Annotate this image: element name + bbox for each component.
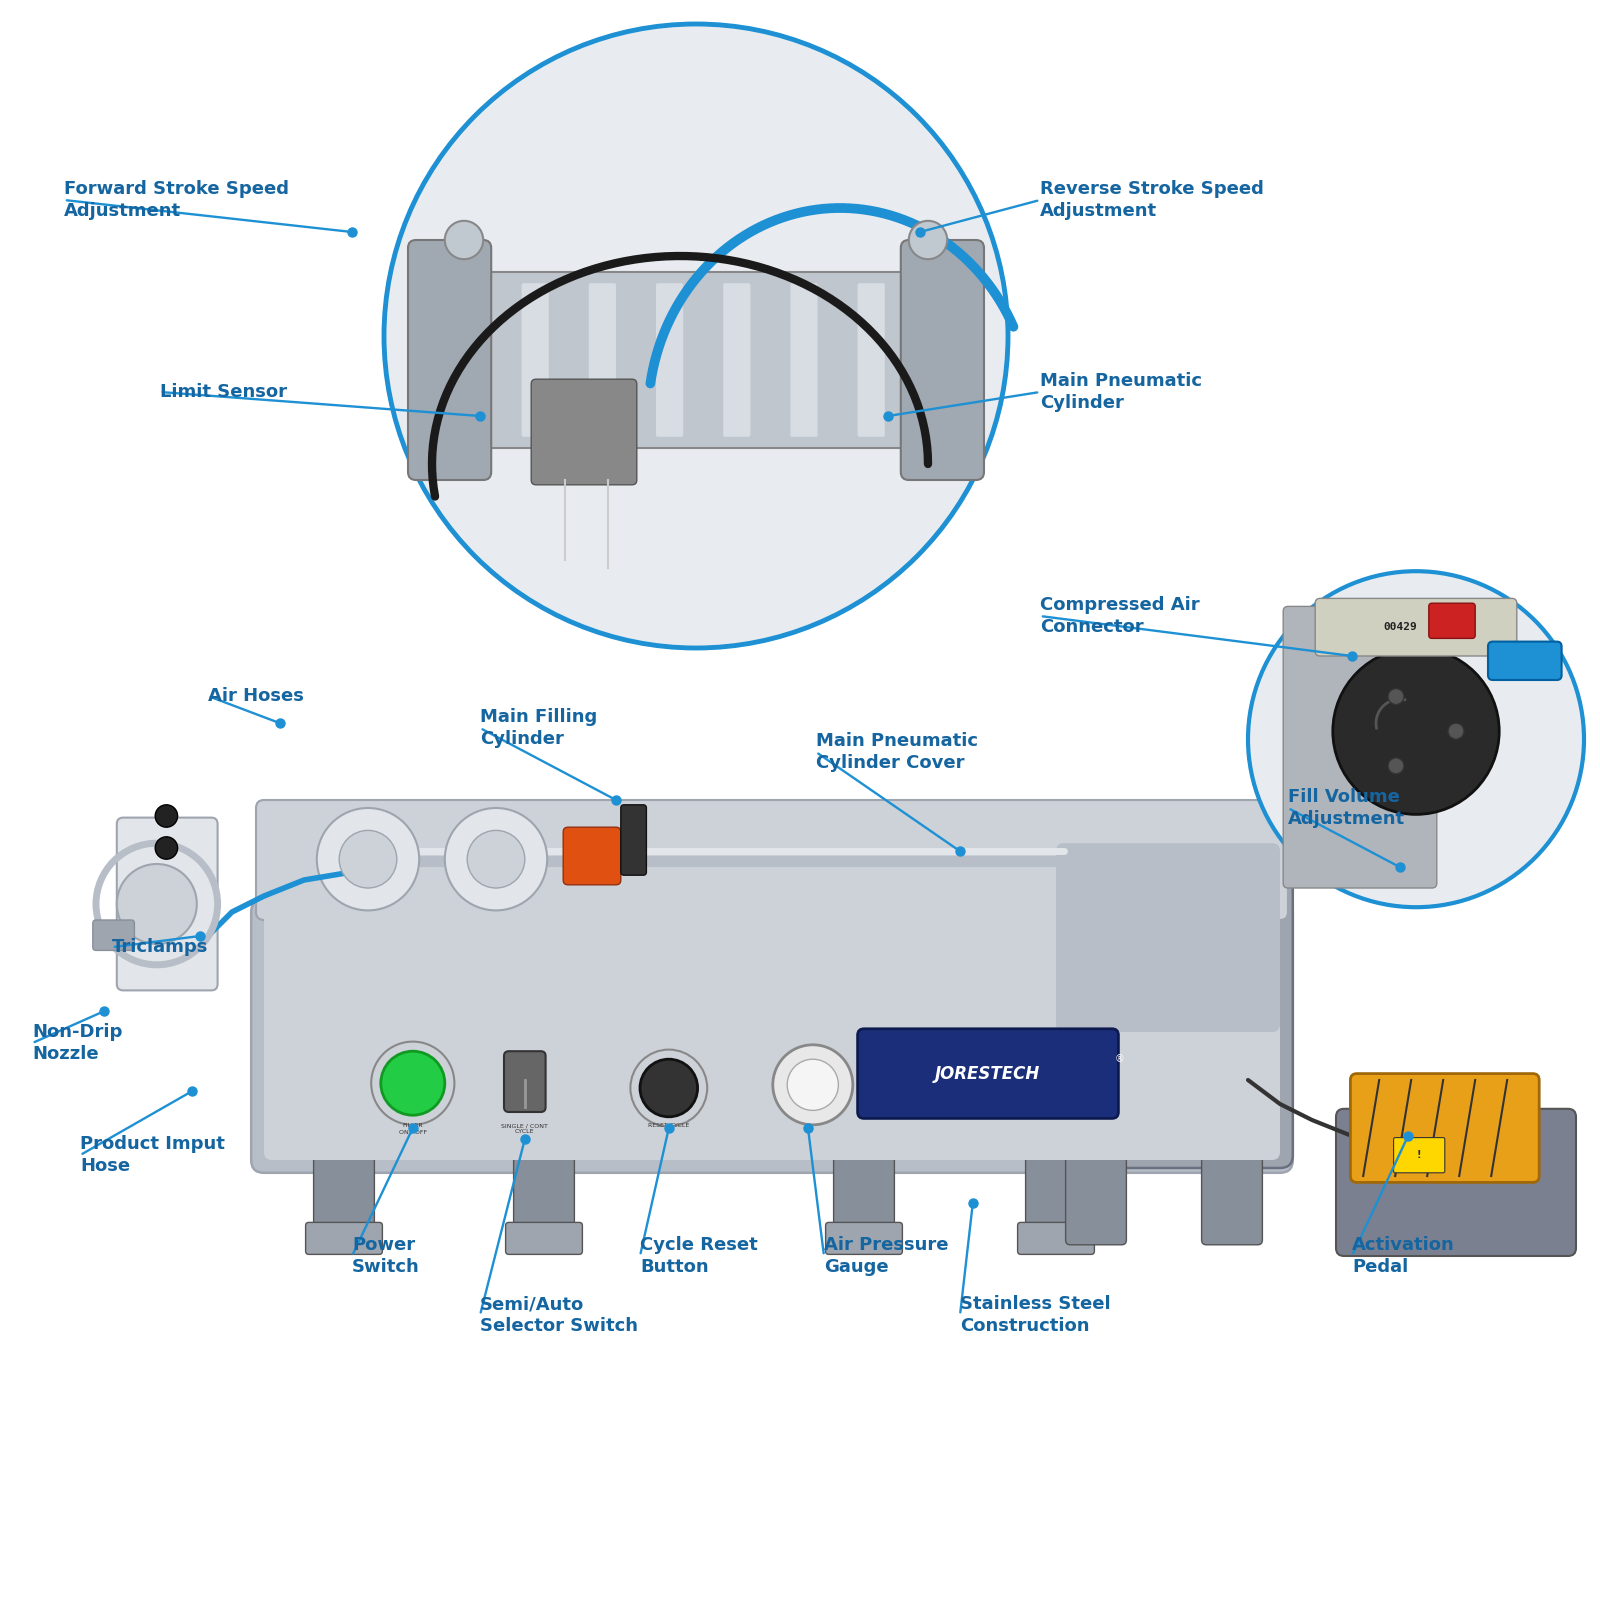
- Circle shape: [1389, 758, 1405, 774]
- Text: Air Hoses: Air Hoses: [208, 686, 304, 706]
- FancyBboxPatch shape: [504, 1051, 546, 1112]
- FancyBboxPatch shape: [454, 283, 482, 437]
- Circle shape: [155, 805, 178, 827]
- Text: Power
Switch: Power Switch: [352, 1237, 419, 1275]
- Text: ®: ®: [1115, 1054, 1125, 1064]
- Text: Activation
Pedal: Activation Pedal: [1352, 1237, 1454, 1275]
- FancyBboxPatch shape: [408, 240, 491, 480]
- FancyBboxPatch shape: [858, 283, 885, 437]
- FancyBboxPatch shape: [1018, 1222, 1094, 1254]
- Text: Fill Volume
Adjustment: Fill Volume Adjustment: [1288, 789, 1405, 827]
- Circle shape: [317, 808, 419, 910]
- FancyBboxPatch shape: [858, 1029, 1118, 1118]
- FancyBboxPatch shape: [117, 818, 218, 990]
- Text: Forward Stroke Speed
Adjustment: Forward Stroke Speed Adjustment: [64, 181, 290, 219]
- FancyBboxPatch shape: [901, 240, 984, 480]
- FancyBboxPatch shape: [506, 1222, 582, 1254]
- FancyBboxPatch shape: [589, 283, 616, 437]
- Circle shape: [445, 808, 547, 910]
- FancyBboxPatch shape: [1026, 1147, 1086, 1245]
- Text: SINGLE / CONT
CYCLE: SINGLE / CONT CYCLE: [501, 1123, 549, 1134]
- Text: Stainless Steel
Construction: Stainless Steel Construction: [960, 1296, 1110, 1334]
- FancyBboxPatch shape: [723, 283, 750, 437]
- FancyBboxPatch shape: [264, 912, 1280, 1160]
- FancyBboxPatch shape: [1429, 603, 1475, 638]
- FancyBboxPatch shape: [1350, 1074, 1539, 1182]
- Text: Reverse Stroke Speed
Adjustment: Reverse Stroke Speed Adjustment: [1040, 181, 1264, 219]
- FancyBboxPatch shape: [1202, 1147, 1262, 1245]
- Text: FILLER
ON / OFF: FILLER ON / OFF: [398, 1123, 427, 1134]
- FancyBboxPatch shape: [1336, 1109, 1576, 1256]
- FancyBboxPatch shape: [1066, 1147, 1126, 1245]
- FancyBboxPatch shape: [314, 1147, 374, 1245]
- Text: Triclamps: Triclamps: [112, 938, 208, 957]
- FancyBboxPatch shape: [1394, 1138, 1445, 1173]
- Text: !: !: [1418, 1150, 1421, 1160]
- FancyBboxPatch shape: [306, 1222, 382, 1254]
- Text: Main Pneumatic
Cylinder: Main Pneumatic Cylinder: [1040, 373, 1202, 411]
- Circle shape: [384, 24, 1008, 648]
- FancyBboxPatch shape: [563, 827, 621, 885]
- Text: Air Pressure
Gauge: Air Pressure Gauge: [824, 1237, 949, 1275]
- Circle shape: [155, 837, 178, 859]
- FancyBboxPatch shape: [1283, 606, 1437, 888]
- Circle shape: [381, 1051, 445, 1115]
- Text: Compressed Air
Connector: Compressed Air Connector: [1040, 597, 1200, 635]
- Text: Non-Drip
Nozzle: Non-Drip Nozzle: [32, 1024, 122, 1062]
- Text: Main Filling
Cylinder: Main Filling Cylinder: [480, 709, 597, 747]
- FancyBboxPatch shape: [826, 1222, 902, 1254]
- Circle shape: [787, 1059, 838, 1110]
- FancyBboxPatch shape: [514, 1147, 574, 1245]
- Text: Semi/Auto
Selector Switch: Semi/Auto Selector Switch: [480, 1296, 638, 1334]
- FancyBboxPatch shape: [522, 283, 549, 437]
- FancyBboxPatch shape: [1056, 843, 1280, 1032]
- Circle shape: [1248, 571, 1584, 907]
- FancyBboxPatch shape: [1315, 598, 1517, 656]
- Circle shape: [1333, 648, 1499, 814]
- Text: Main Pneumatic
Cylinder Cover: Main Pneumatic Cylinder Cover: [816, 733, 978, 771]
- Circle shape: [339, 830, 397, 888]
- FancyBboxPatch shape: [656, 283, 683, 437]
- Circle shape: [1448, 723, 1464, 739]
- FancyBboxPatch shape: [1043, 830, 1293, 1168]
- FancyBboxPatch shape: [621, 805, 646, 875]
- Text: RESET CYCLE: RESET CYCLE: [648, 1123, 690, 1128]
- Circle shape: [467, 830, 525, 888]
- FancyBboxPatch shape: [416, 272, 976, 448]
- Text: JORESTECH: JORESTECH: [934, 1064, 1040, 1083]
- Text: Cycle Reset
Button: Cycle Reset Button: [640, 1237, 758, 1275]
- FancyBboxPatch shape: [790, 283, 818, 437]
- FancyBboxPatch shape: [256, 800, 1288, 920]
- Text: Limit Sensor: Limit Sensor: [160, 382, 286, 402]
- Text: Product Imput
Hose: Product Imput Hose: [80, 1136, 226, 1174]
- Text: 00429: 00429: [1382, 622, 1418, 632]
- Circle shape: [117, 864, 197, 944]
- FancyBboxPatch shape: [251, 899, 1293, 1173]
- FancyBboxPatch shape: [834, 1147, 894, 1245]
- FancyBboxPatch shape: [93, 920, 134, 950]
- Circle shape: [640, 1059, 698, 1117]
- FancyBboxPatch shape: [531, 379, 637, 485]
- Circle shape: [1389, 688, 1405, 704]
- Circle shape: [909, 221, 947, 259]
- FancyBboxPatch shape: [1488, 642, 1562, 680]
- Circle shape: [445, 221, 483, 259]
- Circle shape: [773, 1045, 853, 1125]
